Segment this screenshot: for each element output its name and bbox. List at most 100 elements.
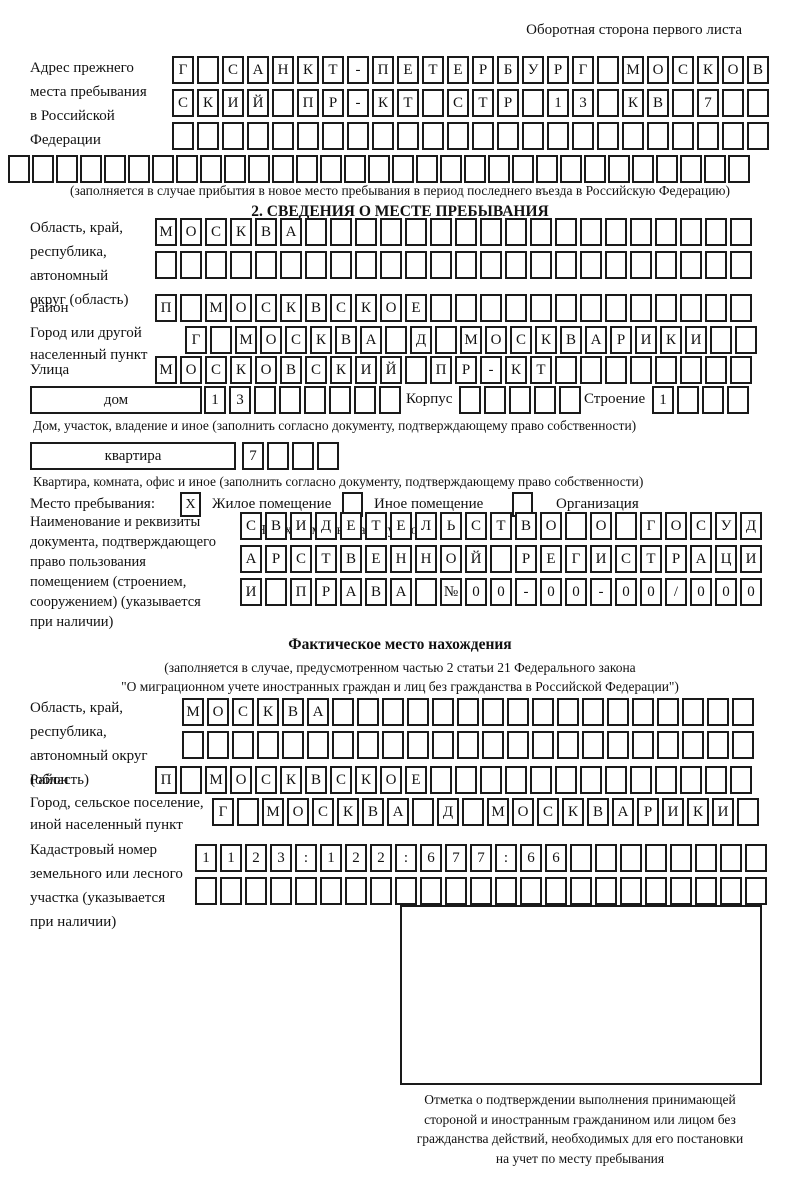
char-cell[interactable] xyxy=(722,89,744,117)
char-cell[interactable]: О xyxy=(440,545,462,573)
char-cell[interactable]: - xyxy=(590,578,612,606)
char-cell[interactable] xyxy=(422,122,444,150)
char-cell[interactable] xyxy=(570,844,592,872)
char-cell[interactable]: К xyxy=(687,798,709,826)
char-cell[interactable] xyxy=(670,877,692,905)
char-cell[interactable]: 6 xyxy=(545,844,567,872)
char-cell[interactable] xyxy=(582,698,604,726)
char-cell[interactable]: 1 xyxy=(195,844,217,872)
char-cell[interactable] xyxy=(32,155,54,183)
char-cell[interactable]: С xyxy=(330,294,352,322)
char-cell[interactable] xyxy=(128,155,150,183)
char-cell[interactable]: А xyxy=(690,545,712,573)
char-cell[interactable] xyxy=(532,731,554,759)
char-cell[interactable]: П xyxy=(155,766,177,794)
char-cell[interactable]: А xyxy=(280,218,302,246)
char-cell[interactable]: А xyxy=(390,578,412,606)
char-cell[interactable] xyxy=(645,877,667,905)
char-cell[interactable] xyxy=(732,698,754,726)
char-cell[interactable]: Т xyxy=(490,512,512,540)
char-cell[interactable] xyxy=(680,766,702,794)
char-cell[interactable] xyxy=(472,122,494,150)
char-cell[interactable] xyxy=(522,89,544,117)
char-cell[interactable] xyxy=(584,155,606,183)
char-cell[interactable] xyxy=(705,294,727,322)
cadastral-row-2[interactable] xyxy=(195,877,767,905)
char-cell[interactable]: И xyxy=(635,326,657,354)
char-cell[interactable]: А xyxy=(387,798,409,826)
char-cell[interactable]: И xyxy=(685,326,707,354)
document-row-3[interactable]: И П Р А В А № 0 0-0 0-0 0/0 0 0 xyxy=(240,578,762,606)
char-cell[interactable] xyxy=(207,731,229,759)
char-cell[interactable] xyxy=(432,731,454,759)
char-cell[interactable] xyxy=(507,731,529,759)
char-cell[interactable]: 0 xyxy=(715,578,737,606)
char-cell[interactable]: В xyxy=(647,89,669,117)
char-cell[interactable]: 2 xyxy=(370,844,392,872)
char-cell[interactable] xyxy=(615,512,637,540)
char-cell[interactable]: Й xyxy=(380,356,402,384)
char-cell[interactable] xyxy=(630,294,652,322)
char-cell[interactable] xyxy=(570,877,592,905)
char-cell[interactable]: Г xyxy=(572,56,594,84)
char-cell[interactable]: К xyxy=(330,356,352,384)
char-cell[interactable] xyxy=(267,442,289,470)
char-cell[interactable] xyxy=(545,877,567,905)
char-cell[interactable] xyxy=(407,731,429,759)
char-cell[interactable] xyxy=(509,386,531,414)
char-cell[interactable]: Д xyxy=(410,326,432,354)
char-cell[interactable] xyxy=(172,122,194,150)
char-cell[interactable]: Д xyxy=(437,798,459,826)
char-cell[interactable] xyxy=(480,766,502,794)
region-row-2[interactable] xyxy=(155,251,752,279)
char-cell[interactable]: И xyxy=(662,798,684,826)
char-cell[interactable] xyxy=(705,251,727,279)
char-cell[interactable]: Г xyxy=(212,798,234,826)
char-cell[interactable]: Р xyxy=(265,545,287,573)
char-cell[interactable] xyxy=(620,877,642,905)
char-cell[interactable] xyxy=(304,386,326,414)
char-cell[interactable] xyxy=(737,798,759,826)
char-cell[interactable] xyxy=(530,251,552,279)
char-cell[interactable] xyxy=(480,251,502,279)
char-cell[interactable]: Р xyxy=(515,545,537,573)
char-cell[interactable]: О xyxy=(180,218,202,246)
char-cell[interactable] xyxy=(380,251,402,279)
char-cell[interactable]: В xyxy=(265,512,287,540)
char-cell[interactable]: В xyxy=(305,294,327,322)
char-cell[interactable]: Р xyxy=(315,578,337,606)
char-cell[interactable]: Т xyxy=(315,545,337,573)
char-cell[interactable]: 7 xyxy=(697,89,719,117)
char-cell[interactable] xyxy=(230,251,252,279)
char-cell[interactable] xyxy=(555,294,577,322)
char-cell[interactable]: Т xyxy=(322,56,344,84)
char-cell[interactable]: В xyxy=(515,512,537,540)
char-cell[interactable]: Е xyxy=(340,512,362,540)
char-cell[interactable] xyxy=(682,731,704,759)
char-cell[interactable]: М xyxy=(460,326,482,354)
char-cell[interactable] xyxy=(344,155,366,183)
char-cell[interactable] xyxy=(180,766,202,794)
char-cell[interactable]: Р xyxy=(610,326,632,354)
char-cell[interactable]: И xyxy=(740,545,762,573)
char-cell[interactable] xyxy=(605,766,627,794)
char-cell[interactable]: О xyxy=(647,56,669,84)
char-cell[interactable] xyxy=(405,218,427,246)
char-cell[interactable] xyxy=(532,698,554,726)
char-cell[interactable]: 3 xyxy=(270,844,292,872)
char-cell[interactable] xyxy=(210,326,232,354)
char-cell[interactable]: О xyxy=(255,356,277,384)
char-cell[interactable] xyxy=(155,251,177,279)
char-cell[interactable] xyxy=(720,844,742,872)
char-cell[interactable] xyxy=(464,155,486,183)
char-cell[interactable] xyxy=(357,698,379,726)
char-cell[interactable] xyxy=(672,122,694,150)
char-cell[interactable] xyxy=(470,877,492,905)
char-cell[interactable]: Й xyxy=(247,89,269,117)
char-cell[interactable]: 6 xyxy=(420,844,442,872)
char-cell[interactable] xyxy=(632,698,654,726)
